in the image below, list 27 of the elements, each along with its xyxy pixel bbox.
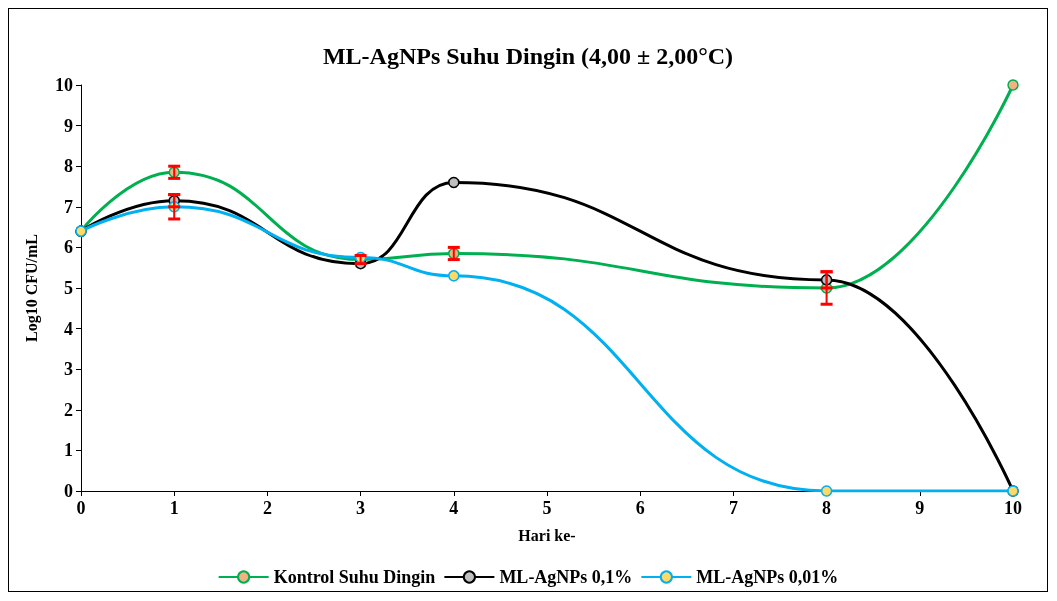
chart-title: ML-AgNPs Suhu Dingin (4,00 ± 2,00°C) xyxy=(322,43,734,69)
x-tick-label: 3 xyxy=(356,498,366,518)
x-tick-label: 5 xyxy=(542,498,552,518)
x-tick-label: 4 xyxy=(449,498,459,518)
legend-label: Kontrol Suhu Dingin xyxy=(273,567,436,587)
y-tick-label: 10 xyxy=(55,75,73,95)
x-tick-label: 9 xyxy=(915,498,925,518)
y-tick-label: 6 xyxy=(64,237,73,258)
y-tick-label: 1 xyxy=(64,440,73,461)
y-tick-label: 0 xyxy=(64,481,73,501)
y-tick-label: 4 xyxy=(64,318,73,339)
y-tick-label: 3 xyxy=(64,359,73,380)
x-tick-label: 6 xyxy=(635,498,645,518)
y-tick-label: 8 xyxy=(64,156,73,177)
y-tick-label: 5 xyxy=(64,278,73,298)
legend-label: ML-AgNPs 0,1% xyxy=(499,567,633,587)
y-axis-title: Log10 CFU/mL xyxy=(22,234,41,342)
x-tick-label: 1 xyxy=(169,498,179,518)
legend-label: ML-AgNPs 0,01% xyxy=(696,567,839,587)
x-axis-title: Hari ke- xyxy=(518,526,576,544)
x-tick-label: 7 xyxy=(728,498,738,518)
x-tick-label: 8 xyxy=(822,498,832,518)
x-tick-label: 10 xyxy=(1004,498,1022,518)
y-tick-label: 7 xyxy=(64,196,73,217)
y-tick-label: 9 xyxy=(64,115,73,136)
y-tick-label: 2 xyxy=(64,399,73,420)
x-tick-label: 2 xyxy=(262,498,272,518)
